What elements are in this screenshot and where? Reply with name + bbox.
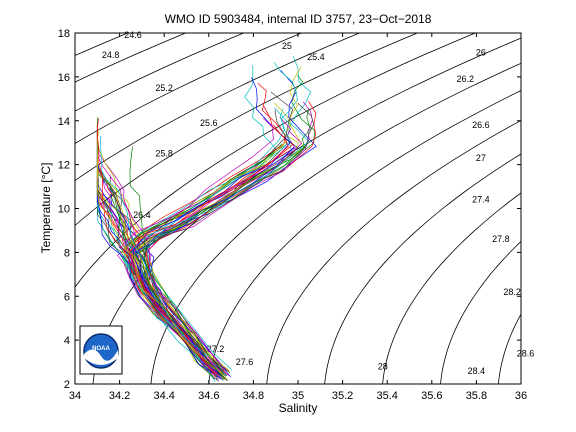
- isoline-label: 27.4: [472, 195, 490, 205]
- density-isoline: [75, 33, 477, 288]
- y-tick-label: 18: [58, 28, 70, 40]
- y-tick-label: 2: [64, 379, 70, 391]
- y-tick-label: 8: [64, 247, 70, 259]
- isoline-label: 26: [476, 48, 486, 58]
- isoline-label: 26.4: [133, 210, 151, 220]
- profile-line: [96, 132, 228, 372]
- isoline-label: 26.6: [472, 120, 490, 130]
- profile-line: [96, 156, 223, 375]
- isoline-label: 25.2: [155, 83, 173, 93]
- x-tick-label: 34.2: [109, 390, 130, 402]
- profile-line: [119, 117, 274, 371]
- profile-line: [96, 118, 220, 374]
- density-isoline: [497, 313, 521, 384]
- isoline-label: 27.8: [492, 234, 510, 244]
- density-isoline: [75, 33, 361, 182]
- profile-line: [134, 108, 311, 377]
- isoline-label: 24.6: [124, 30, 142, 40]
- y-axis-label: Temperature [°C]: [39, 163, 53, 254]
- isoline-label: 25: [282, 41, 292, 51]
- profile-line: [128, 106, 289, 377]
- density-isoline: [382, 192, 521, 384]
- y-tick-label: 14: [58, 116, 70, 128]
- profile-line: [129, 146, 225, 380]
- isoline-label: 25.8: [155, 149, 173, 159]
- isoline-label: 26.2: [456, 74, 474, 84]
- isoline-label: 28.4: [468, 366, 486, 376]
- profile-line: [139, 103, 314, 382]
- density-isoline: [440, 240, 521, 384]
- profile-line: [145, 100, 317, 377]
- noaa-logo: NOAA: [79, 325, 123, 375]
- x-tick-label: 34.8: [243, 390, 264, 402]
- x-tick-label: 35.8: [466, 390, 487, 402]
- density-isoline: [324, 153, 521, 384]
- isoline-label: 28.2: [503, 287, 521, 297]
- x-tick-label: 35.4: [376, 390, 397, 402]
- y-tick-label: 16: [58, 72, 70, 84]
- x-tick-label: 34.4: [153, 390, 174, 402]
- x-axis: 34 34.2 34.4 34.6 34.8 35 35.2 35.4 35.6 35.8 36: [69, 33, 527, 402]
- isoline-label: 25.6: [200, 118, 218, 128]
- isoline-label: 28: [378, 361, 388, 371]
- density-isoline: [75, 33, 245, 112]
- profile-line: [147, 107, 310, 371]
- profile-line: [96, 180, 218, 378]
- isoline-label: 27.6: [236, 357, 254, 367]
- y-tick-label: 12: [58, 160, 70, 172]
- profile-line: [96, 176, 220, 371]
- x-tick-label: 35.6: [421, 390, 442, 402]
- isoline-label: 25.4: [307, 52, 325, 62]
- x-tick-label: 36: [515, 390, 527, 402]
- density-isoline: [208, 90, 521, 384]
- isoline-label: 27.2: [207, 344, 225, 354]
- isoline-label: 27: [476, 153, 486, 163]
- y-tick-label: 10: [58, 204, 70, 216]
- density-isoline: [75, 33, 419, 226]
- y-axis: 2 4 6 8 10 12 14 16 18: [58, 28, 521, 391]
- x-tick-label: 35: [292, 390, 304, 402]
- noaa-logo-text: NOAA: [92, 346, 110, 352]
- x-tick-label: 34: [69, 390, 81, 402]
- profile-line: [132, 77, 291, 376]
- density-isoline: [150, 62, 521, 384]
- x-axis-label: Salinity: [279, 401, 318, 415]
- profile-line: [143, 141, 311, 372]
- density-isoline-labels: 24.6 24.8 25 25.4 26 25.2 26.2 26.6 25.6 25.8 27 27…: [102, 30, 534, 376]
- chart-title: WMO ID 5903484, internal ID 3757, 23−Oct…: [165, 12, 432, 26]
- profile-line: [96, 155, 225, 371]
- profile-line: [100, 136, 222, 375]
- isoline-label: 24.8: [102, 50, 120, 60]
- x-tick-label: 35.2: [332, 390, 353, 402]
- x-tick-label: 34.6: [198, 390, 219, 402]
- density-isoline: [266, 120, 521, 384]
- y-tick-label: 6: [64, 291, 70, 303]
- profile-lines: [96, 56, 317, 382]
- density-isoline: [75, 33, 303, 144]
- isoline-label: 28.6: [517, 348, 535, 358]
- y-tick-label: 4: [64, 335, 70, 347]
